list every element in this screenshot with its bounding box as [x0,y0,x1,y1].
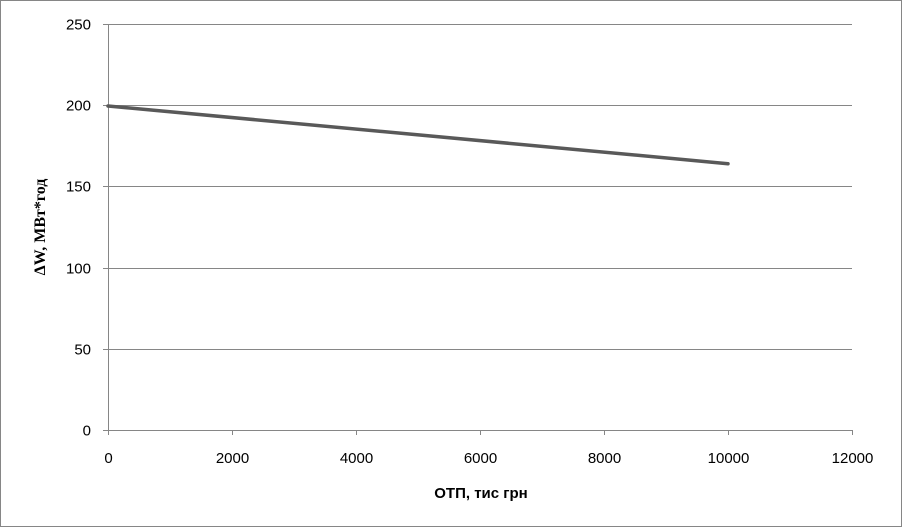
series-line-0 [106,104,730,166]
y-tick-label-2: 100 [66,261,91,278]
y-axis-label: ΔW, МВт*год [32,179,49,276]
y-tick-label-0: 0 [83,423,91,440]
series-group [106,104,730,166]
x-tick-label-4: 8000 [588,450,621,467]
y-tick-label-4: 200 [66,98,91,115]
gridlines [108,24,852,350]
y-tick-labels: 0 50 100 150 200 250 [66,17,91,440]
y-tick-label-1: 50 [74,342,91,359]
x-tick-label-6: 12000 [832,450,874,467]
x-tick-label-1: 2000 [216,450,249,467]
x-tick-label-5: 10000 [708,450,750,467]
axes [103,24,853,435]
x-tick-label-0: 0 [104,450,112,467]
y-tick-label-5: 250 [66,17,91,34]
x-tick-label-2: 4000 [340,450,373,467]
x-axis-label: ОТП, тис грн [434,485,528,502]
y-tick-label-3: 150 [66,179,91,196]
x-tick-labels: 0 2000 4000 6000 8000 10000 12000 [104,450,873,467]
x-tick-label-3: 6000 [464,450,497,467]
